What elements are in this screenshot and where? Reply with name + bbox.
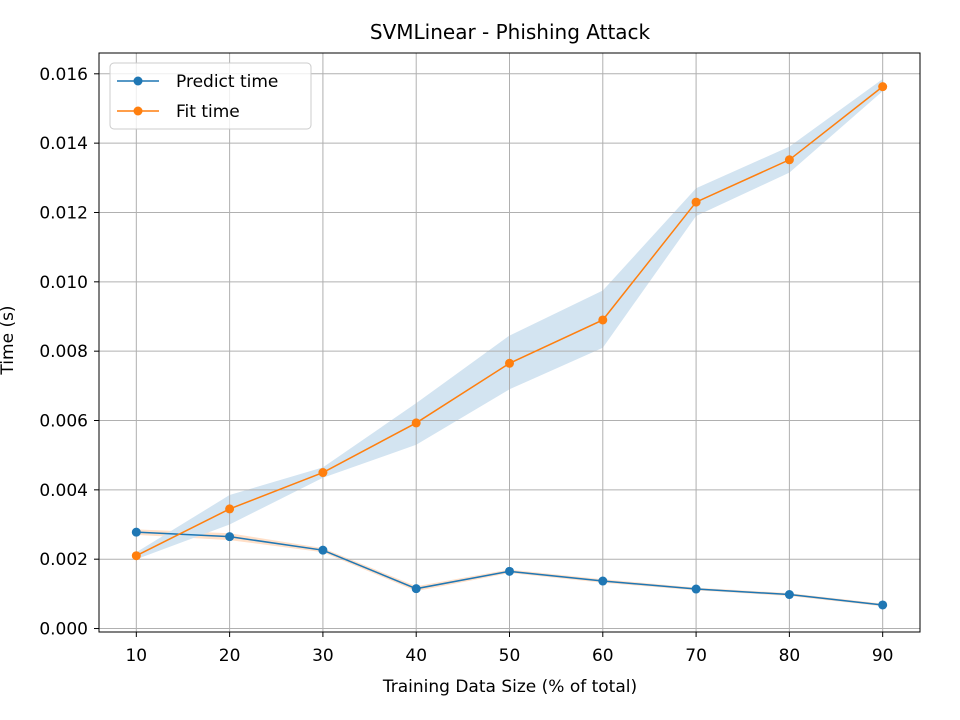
data-point-fit-time <box>318 468 328 478</box>
data-point-fit-time <box>784 155 794 165</box>
x-tick-label: 70 <box>685 646 707 666</box>
legend-marker-fit-time <box>133 106 143 116</box>
data-point-predict-time <box>878 600 888 610</box>
y-axis-ticks: 0.000 0.002 0.004 0.006 0.008 0.010 0.012 0.014… <box>39 65 99 640</box>
data-point-predict-time <box>318 545 328 555</box>
x-axis-ticks: 10 20 30 40 50 60 70 80 90 <box>125 632 894 666</box>
y-tick-label: 0.014 <box>39 134 88 154</box>
legend-label-predict-time: Predict time <box>176 72 278 92</box>
x-tick-label: 90 <box>872 646 894 666</box>
data-point-fit-time <box>878 82 888 92</box>
data-point-predict-time <box>784 590 794 600</box>
data-point-fit-time <box>691 197 701 207</box>
y-tick-label: 0.002 <box>39 550 88 570</box>
legend-box <box>109 62 312 130</box>
data-point-predict-time <box>598 576 608 586</box>
x-tick-label: 60 <box>592 646 614 666</box>
legend-entry-fit-time: Fit time <box>117 102 240 122</box>
x-tick-label: 10 <box>125 646 147 666</box>
data-point-fit-time <box>411 418 421 428</box>
y-tick-label: 0.010 <box>39 273 88 293</box>
x-tick-label: 20 <box>219 646 241 666</box>
chart-title: SVMLinear - Phishing Attack <box>370 20 651 44</box>
data-point-fit-time <box>225 504 235 514</box>
data-point-predict-time <box>411 584 421 594</box>
x-tick-label: 40 <box>405 646 427 666</box>
legend-label-fit-time: Fit time <box>176 102 240 122</box>
legend: Predict time Fit time <box>109 62 312 130</box>
data-point-fit-time <box>505 358 514 368</box>
data-point-fit-time <box>131 551 141 561</box>
legend-marker-predict-time <box>133 76 143 86</box>
data-point-predict-time <box>505 566 514 576</box>
y-tick-label: 0.012 <box>39 203 88 223</box>
y-tick-label: 0.008 <box>39 342 88 362</box>
y-tick-label: 0.006 <box>39 412 88 432</box>
y-tick-label: 0.004 <box>39 481 88 501</box>
data-point-predict-time <box>691 584 701 594</box>
data-point-fit-time <box>598 315 608 325</box>
y-tick-label: 0.016 <box>39 65 88 85</box>
grid-lines <box>99 53 920 632</box>
x-tick-label: 50 <box>499 646 521 666</box>
data-point-predict-time <box>131 527 141 537</box>
x-tick-label: 80 <box>779 646 801 666</box>
y-axis-label: Time (s) <box>0 305 18 375</box>
legend-entry-predict-time: Predict time <box>117 72 278 92</box>
x-axis-label: Training Data Size (% of total) <box>382 677 637 697</box>
series-points <box>131 82 888 610</box>
y-tick-label: 0.000 <box>39 620 88 640</box>
data-point-predict-time <box>225 532 235 542</box>
x-tick-label: 30 <box>312 646 334 666</box>
